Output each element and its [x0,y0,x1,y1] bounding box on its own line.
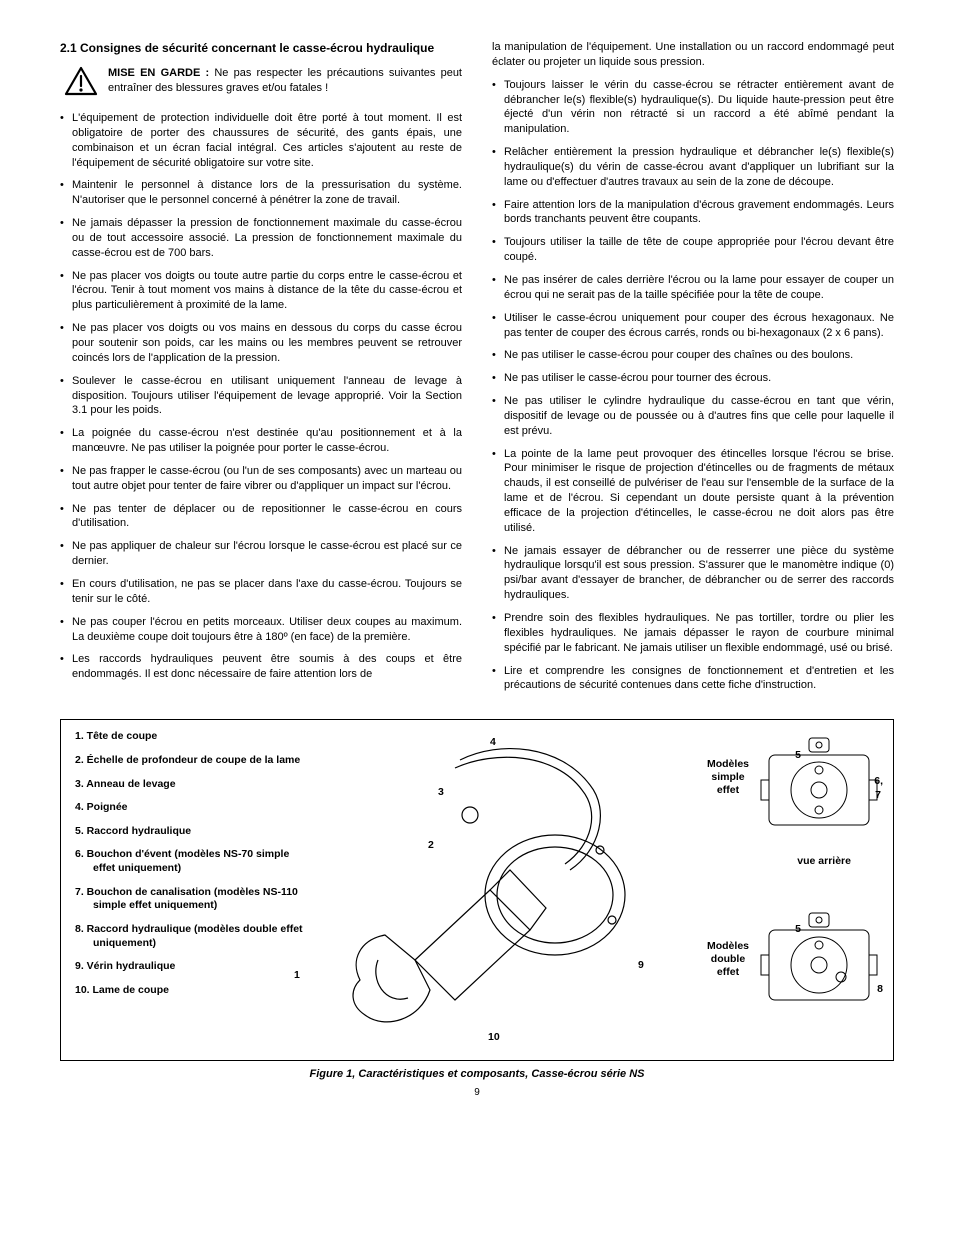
bullet-item: La poignée du casse-écrou n'est destinée… [60,426,462,456]
figure-graphic: 4 3 2 1 9 10 5 6, 7 5 8 Modèles simple e… [320,730,879,1050]
right-column: la manipulation de l'équipement. Une ins… [492,40,894,701]
part-item: 10. Lame de coupe [75,984,310,998]
part-item: 7. Bouchon de canalisation (modèles NS-1… [75,886,310,913]
part-item: 1. Tête de coupe [75,730,310,744]
bullet-item: Maintenir le personnel à distance lors d… [60,178,462,208]
bullet-item: Ne pas insérer de cales derrière l'écrou… [492,273,894,303]
label-rear-text: vue arrière [797,855,851,868]
label-simple: Modèles simple effet [707,758,749,797]
warning-block: MISE EN GARDE : Ne pas respecter les pré… [64,66,462,101]
section-heading: 2.1 Consignes de sécurité concernant le … [60,40,462,56]
warning-text: MISE EN GARDE : Ne pas respecter les pré… [108,66,462,101]
warning-label: MISE EN GARDE : [108,67,209,79]
part-item: 5. Raccord hydraulique [75,825,310,839]
body-columns: 2.1 Consignes de sécurité concernant le … [60,40,894,701]
bullet-item: Toujours laisser le vérin du casse-écrou… [492,78,894,137]
label-double-l2: double [707,953,749,966]
label-simple-l2: simple [707,771,749,784]
part-item: 8. Raccord hydraulique (modèles double e… [75,923,310,950]
label-double-l3: effet [707,966,749,979]
label-double: Modèles double effet [707,940,749,979]
bullet-item: Ne pas frapper le casse-écrou (ou l'un d… [60,464,462,494]
warning-icon [64,66,98,101]
callout-2: 2 [428,838,434,852]
bullet-item: Toujours utiliser la taille de tête de c… [492,235,894,265]
bullet-item: Les raccords hydrauliques peuvent être s… [60,652,462,682]
bullet-item: Ne pas placer vos doigts ou vos mains en… [60,321,462,366]
label-simple-l3: effet [707,784,749,797]
bullet-item: Soulever le casse-écrou en utilisant uni… [60,374,462,419]
bullet-item: Ne jamais essayer de débrancher ou de re… [492,544,894,603]
bullet-item: Ne jamais dépasser la pression de foncti… [60,216,462,261]
callout-6: 6, [874,774,883,788]
callout-4: 4 [490,735,496,749]
left-column: 2.1 Consignes de sécurité concernant le … [60,40,462,701]
bullet-item: Ne pas utiliser le cylindre hydraulique … [492,394,894,439]
part-item: 2. Échelle de profondeur de coupe de la … [75,754,310,768]
bullet-item: Ne pas appliquer de chaleur sur l'écrou … [60,539,462,569]
bullet-item: Ne pas tenter de déplacer ou de repositi… [60,502,462,532]
bullet-item: En cours d'utilisation, ne pas se placer… [60,577,462,607]
callout-5a: 5 [795,748,801,762]
bullet-item: Ne pas utiliser le casse-écrou pour coup… [492,348,894,363]
label-simple-l1: Modèles [707,758,749,771]
bullet-item: Ne pas placer vos doigts ou toute autre … [60,269,462,314]
figure-caption: Figure 1, Caractéristiques et composants… [60,1067,894,1082]
bullet-item: Lire et comprendre les consignes de fonc… [492,664,894,694]
figure-box: 1. Tête de coupe 2. Échelle de profondeur… [60,719,894,1061]
bullet-item: Prendre soin des flexibles hydrauliques.… [492,611,894,656]
callout-3: 3 [438,785,444,799]
part-item: 4. Poignée [75,801,310,815]
part-item: 6. Bouchon d'évent (modèles NS-70 simple… [75,848,310,875]
right-bullets: Toujours laisser le vérin du casse-écrou… [492,78,894,694]
left-bullets: L'équipement de protection individuelle … [60,111,462,682]
label-double-l1: Modèles [707,940,749,953]
callout-10: 10 [488,1030,500,1044]
right-lead-paragraph: la manipulation de l'équipement. Une ins… [492,40,894,70]
bullet-item: La pointe de la lame peut provoquer des … [492,447,894,536]
callout-5b: 5 [795,922,801,936]
callout-9: 9 [638,958,644,972]
callout-8: 8 [877,982,883,996]
callout-7: 7 [875,788,881,802]
part-item: 9. Vérin hydraulique [75,960,310,974]
bullet-item: Relâcher entièrement la pression hydraul… [492,145,894,190]
label-rear: vue arrière [797,855,851,868]
bullet-item: Faire attention lors de la manipulation … [492,198,894,228]
bullet-item: Utiliser le casse-écrou uniquement pour … [492,311,894,341]
callout-1: 1 [294,968,300,982]
bullet-item: Ne pas utiliser le casse-écrou pour tour… [492,371,894,386]
bullet-item: L'équipement de protection individuelle … [60,111,462,170]
figure-parts-list: 1. Tête de coupe 2. Échelle de profondeur… [75,730,310,1050]
part-item: 3. Anneau de levage [75,778,310,792]
page-number: 9 [60,1086,894,1100]
bullet-item: Ne pas couper l'écrou en petits morceaux… [60,615,462,645]
